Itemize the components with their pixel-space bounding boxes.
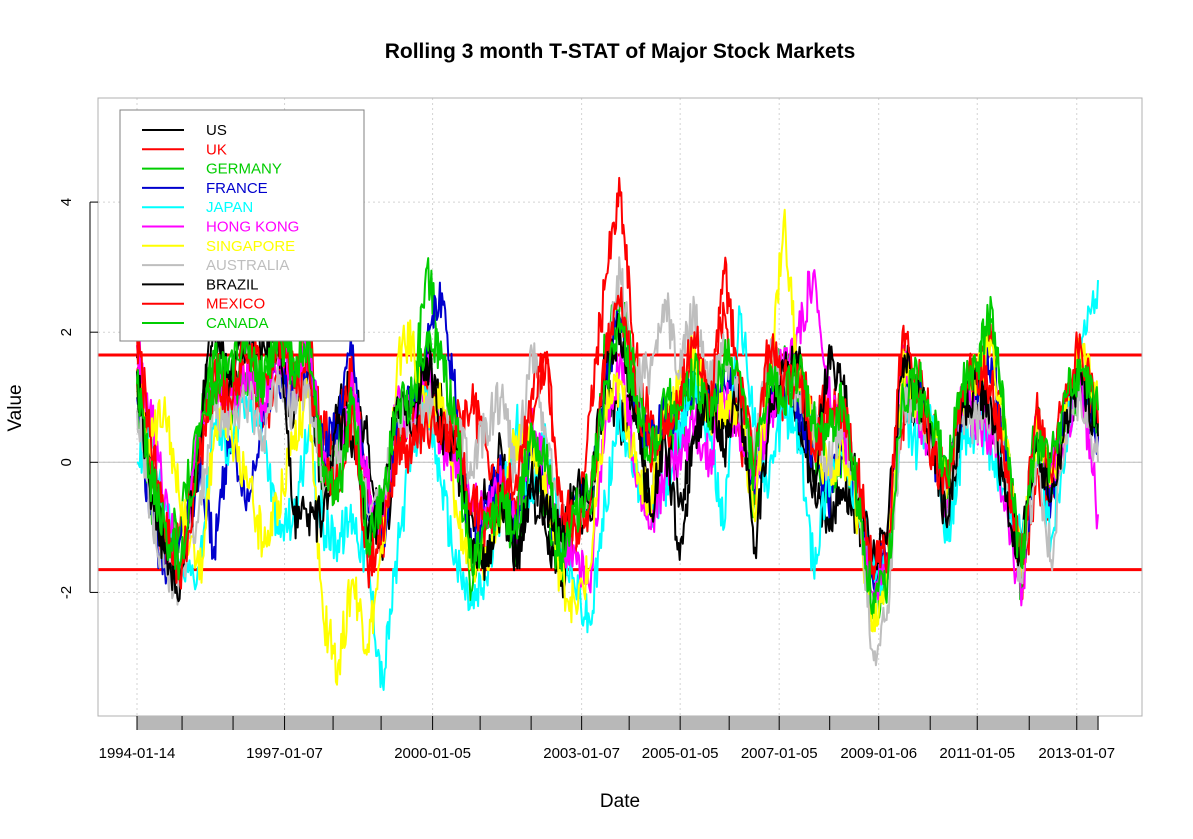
x-tick-label: 2013-01-07 — [1038, 745, 1115, 762]
y-axis-label: Value — [5, 384, 26, 431]
x-tick-label: 2003-01-07 — [543, 745, 620, 762]
x-tick-label: 2009-01-06 — [840, 745, 917, 762]
legend-label: CANADA — [206, 315, 269, 332]
x-tick-label: 1997-01-07 — [246, 745, 323, 762]
date-band-segment — [531, 716, 582, 730]
x-tick-label: 2000-01-05 — [394, 745, 471, 762]
x-tick-label: 2007-01-05 — [741, 745, 818, 762]
series-line-canada — [136, 295, 1099, 615]
y-axis: 4 2 0 -2 — [58, 198, 98, 599]
legend-label: BRAZIL — [206, 276, 259, 293]
x-axis-label: Date — [600, 791, 640, 812]
date-band-segment — [581, 716, 630, 730]
date-band-segment — [333, 716, 382, 730]
x-tick-label: 2005-01-05 — [642, 745, 719, 762]
date-band-segment — [284, 716, 334, 730]
date-band-segment — [432, 716, 481, 730]
date-band-segment — [680, 716, 730, 730]
legend-label: JAPAN — [206, 199, 253, 216]
date-band-segment — [1076, 716, 1099, 730]
legend-label: US — [206, 122, 227, 139]
legend-label: FRANCE — [206, 180, 268, 197]
date-band-segment — [977, 716, 1030, 730]
legend-label: SINGAPORE — [206, 238, 295, 255]
date-band-segment — [629, 716, 681, 730]
legend-label: GERMANY — [206, 161, 282, 178]
x-tick-label: 2011-01-05 — [939, 745, 1015, 762]
legend-label: HONG KONG — [206, 219, 299, 236]
y-tick-label: 4 — [58, 198, 75, 206]
series-line-mexico — [136, 256, 1099, 590]
x-tick-label: 1994-01-14 — [99, 745, 176, 762]
date-band-segment — [137, 716, 183, 730]
date-band-segment — [381, 716, 433, 730]
legend: US UK GERMANY FRANCE JAPAN HONG KONG SINGAPORE… — [119, 109, 365, 342]
date-band-segment — [480, 716, 532, 730]
legend-label: AUSTRALIA — [206, 257, 289, 274]
date-band-segment — [233, 716, 285, 730]
legend-label: MEXICO — [206, 296, 265, 313]
date-band-segment — [1029, 716, 1077, 730]
legend-label: UK — [206, 141, 227, 158]
y-tick-label: 2 — [58, 328, 75, 336]
chart-title: Rolling 3 month T-STAT of Major Stock Ma… — [385, 40, 856, 63]
x-axis: 1994-01-14 1997-01-07 2000-01-05 2003-01-07… — [99, 716, 1115, 762]
date-band-segment — [930, 716, 978, 730]
y-tick-label: 0 — [58, 458, 75, 466]
y-tick-label: -2 — [58, 586, 75, 599]
date-band-segment — [182, 716, 234, 730]
date-band-segment — [779, 716, 830, 730]
date-band-segment — [878, 716, 931, 730]
date-band-segment — [729, 716, 780, 730]
date-band-segment — [829, 716, 879, 730]
